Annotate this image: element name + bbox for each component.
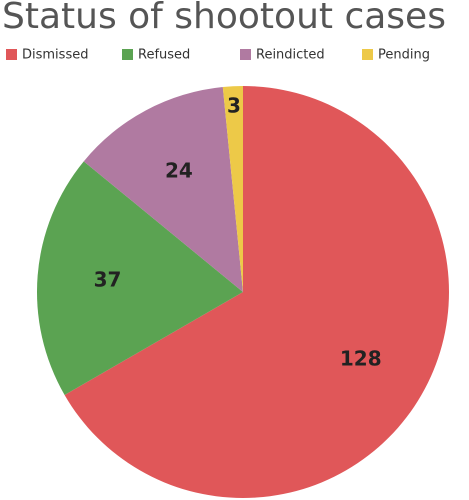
pie-slice [64, 86, 450, 498]
legend-label: Reindicted [256, 48, 325, 63]
pie-slice [222, 86, 243, 292]
legend-label: Pending [378, 48, 430, 63]
value-label: 37 [94, 267, 122, 291]
legend-swatch [362, 49, 373, 60]
value-label: 24 [165, 159, 193, 183]
value-label: 3 [227, 93, 241, 117]
pie-slice [37, 161, 243, 395]
legend-label: Refused [138, 48, 190, 63]
value-label: 128 [340, 346, 382, 370]
chart-title: Status of shootout cases [2, 0, 446, 37]
legend-swatch [6, 49, 17, 60]
legend-swatch [240, 49, 251, 60]
pie-slice [83, 86, 243, 292]
legend-label: Dismissed [22, 48, 88, 63]
legend-swatch [122, 49, 133, 60]
